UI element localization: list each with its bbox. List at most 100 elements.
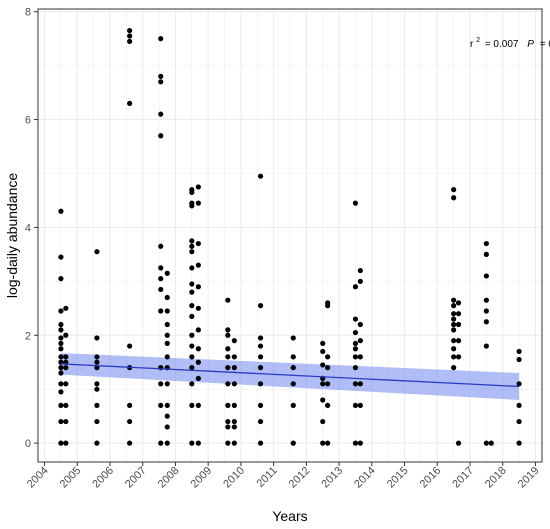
data-point [352, 284, 359, 290]
data-point [225, 381, 231, 387]
data-point [189, 332, 195, 338]
data-point [483, 251, 489, 257]
data-point [257, 303, 264, 309]
data-point [127, 402, 133, 408]
data-point [225, 327, 231, 333]
data-point [164, 381, 170, 387]
data-point [58, 354, 64, 360]
data-point [455, 321, 462, 328]
data-point [231, 381, 237, 387]
data-point [225, 402, 231, 408]
data-point [164, 440, 170, 446]
data-point [58, 389, 64, 395]
data-point [63, 418, 69, 425]
x-tick-label: 2005 [58, 465, 84, 491]
data-point [94, 386, 100, 392]
data-point [290, 381, 296, 387]
data-point [195, 359, 201, 365]
y-tick-label: 4 [25, 222, 31, 234]
data-point [189, 381, 195, 387]
data-point [451, 195, 457, 201]
data-point [164, 321, 170, 328]
data-point [58, 321, 64, 328]
confidence-band [60, 353, 520, 400]
data-point [164, 340, 170, 346]
data-point [63, 305, 69, 311]
data-point [451, 346, 457, 352]
data-point [189, 289, 195, 295]
data-point [158, 276, 164, 282]
data-point [483, 273, 489, 279]
data-point [455, 338, 462, 344]
data-point [352, 365, 359, 371]
data-point [164, 402, 170, 408]
x-axis-ticks: 2004 2005 2006 2007 2008 2009 2010 2011 2012 2013… [25, 462, 542, 490]
x-tick-label: 2015 [385, 465, 411, 491]
data-point [158, 133, 164, 139]
data-point [483, 308, 489, 314]
data-point [451, 303, 457, 309]
data-point [63, 354, 69, 360]
data-point [516, 440, 522, 446]
r-superscript: 2 [476, 37, 480, 44]
data-point [488, 440, 494, 446]
y-tick-label: 8 [25, 7, 31, 19]
data-point [231, 402, 237, 408]
data-point [451, 338, 457, 344]
data-point [257, 402, 264, 408]
data-point [451, 316, 457, 322]
x-tick-label: 2006 [90, 465, 116, 491]
data-point [127, 27, 133, 34]
data-point [195, 346, 201, 352]
p-value: = 0.08 [540, 39, 550, 50]
data-point [231, 440, 237, 446]
data-point [127, 100, 133, 106]
data-point [94, 335, 100, 341]
data-point [325, 381, 331, 387]
data-point [189, 203, 195, 209]
data-point [195, 305, 201, 311]
data-point [516, 348, 522, 355]
data-point [158, 440, 164, 446]
data-point [257, 365, 264, 371]
data-point [127, 440, 133, 446]
data-point [225, 418, 231, 425]
data-point [320, 362, 326, 368]
data-point [158, 265, 164, 271]
data-point [231, 338, 237, 344]
data-point [189, 440, 195, 446]
data-point [320, 440, 326, 446]
data-point [290, 365, 296, 371]
data-point [257, 440, 264, 446]
x-tick-label: 2011 [255, 465, 280, 490]
data-point [257, 381, 264, 387]
data-point [195, 240, 201, 247]
data-point [257, 335, 264, 341]
data-point [94, 249, 100, 255]
data-point [94, 418, 100, 425]
data-point [231, 418, 237, 425]
data-point [94, 354, 100, 360]
x-tick-label: 2012 [287, 465, 313, 491]
data-point [257, 418, 264, 425]
x-tick-label: 2013 [319, 465, 345, 491]
data-point [189, 238, 195, 244]
data-point [357, 381, 363, 387]
data-point [58, 254, 64, 260]
data-point [225, 440, 231, 446]
data-point [58, 327, 64, 333]
data-point [58, 346, 64, 352]
data-point [58, 308, 64, 314]
data-point [455, 354, 462, 360]
x-tick-label: 2008 [156, 465, 182, 491]
data-point [195, 402, 201, 408]
data-point [189, 402, 195, 408]
data-point [189, 303, 195, 309]
data-point [58, 418, 64, 425]
data-point [225, 424, 231, 430]
data-point [320, 418, 326, 425]
data-point [357, 354, 363, 360]
data-point [158, 308, 164, 314]
confidence-band-group [60, 353, 520, 400]
data-point [231, 365, 237, 371]
